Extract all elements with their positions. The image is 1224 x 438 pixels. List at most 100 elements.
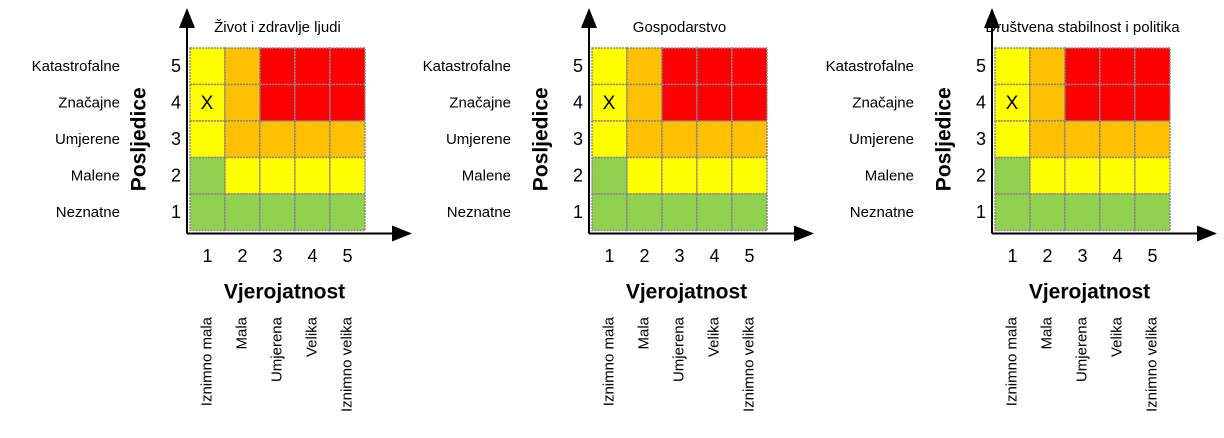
y-axis-label: Posljedice <box>933 87 956 191</box>
probability-label: Iznimno mala <box>198 316 215 406</box>
risk-cell <box>294 47 331 86</box>
risk-cell <box>591 120 628 159</box>
risk-cell <box>329 83 366 122</box>
x-number: 1 <box>202 246 212 266</box>
risk-cell <box>994 193 1031 232</box>
risk-cell <box>1099 83 1136 122</box>
risk-cell <box>661 193 698 232</box>
risk-cell <box>1134 120 1171 159</box>
risk-cell <box>661 47 698 86</box>
x-number: 5 <box>342 246 352 266</box>
risk-cell <box>224 156 261 195</box>
risk-cell <box>731 156 768 195</box>
consequence-label: Umjerene <box>446 131 511 148</box>
y-number: 4 <box>976 93 986 113</box>
risk-cell <box>1064 193 1101 232</box>
probability-label: Velika <box>1108 316 1125 357</box>
x-number: 4 <box>1112 246 1122 266</box>
x-number: 3 <box>1077 246 1087 266</box>
risk-cell <box>591 156 628 195</box>
x-number: 5 <box>744 246 754 266</box>
consequence-label: Neznatne <box>850 204 914 221</box>
probability-label: Iznimno velika <box>1143 316 1160 412</box>
y-number: 2 <box>573 166 583 186</box>
y-number: 2 <box>171 166 181 186</box>
risk-cell <box>1029 47 1066 86</box>
probability-label: Iznimno velika <box>740 316 757 412</box>
risk-cell <box>1099 47 1136 86</box>
risk-cell <box>259 47 296 86</box>
risk-cell <box>696 156 733 195</box>
risk-cell <box>259 83 296 122</box>
risk-cell <box>1099 120 1136 159</box>
consequence-label: Neznatne <box>447 204 511 221</box>
risk-cell <box>731 193 768 232</box>
probability-label: Velika <box>303 316 320 357</box>
x-axis-label: Vjerojatnost <box>1029 281 1150 304</box>
x-number: 3 <box>674 246 684 266</box>
x-number: 2 <box>1042 246 1052 266</box>
probability-label: Iznimno mala <box>1003 316 1020 406</box>
risk-cell <box>591 83 628 122</box>
risk-cell <box>1029 193 1066 232</box>
panel-title: Društvena stabilnost i politika <box>985 19 1180 36</box>
panel-title: Gospodarstvo <box>633 19 726 36</box>
risk-cell <box>329 47 366 86</box>
risk-cell <box>329 156 366 195</box>
risk-cell <box>259 193 296 232</box>
risk-cell <box>329 120 366 159</box>
risk-cell <box>731 47 768 86</box>
consequence-label: Malene <box>865 168 914 185</box>
consequence-label: Značajne <box>852 95 914 112</box>
risk-cell <box>1064 120 1101 159</box>
risk-cell <box>189 47 226 86</box>
risk-cell <box>591 47 628 86</box>
risk-cell <box>696 120 733 159</box>
risk-cell <box>1029 83 1066 122</box>
y-number: 5 <box>573 56 583 76</box>
consequence-label: Katastrofalne <box>32 58 120 75</box>
x-axis-label: Vjerojatnost <box>626 281 747 304</box>
y-axis-label: Posljedice <box>530 87 553 191</box>
y-number: 1 <box>976 202 986 222</box>
risk-cell <box>224 83 261 122</box>
panel: Društvena stabilnost i politikaX5Katastr… <box>826 8 1217 412</box>
risk-cell <box>1064 83 1101 122</box>
risk-cell <box>294 193 331 232</box>
y-number: 3 <box>573 129 583 149</box>
risk-cell <box>994 120 1031 159</box>
probability-label: Iznimno mala <box>600 316 617 406</box>
risk-cell <box>1134 193 1171 232</box>
consequence-label: Umjerene <box>849 131 914 148</box>
risk-cell <box>661 156 698 195</box>
panel: GospodarstvoX5Katastrofalne4Značajne3Umj… <box>423 8 814 412</box>
probability-label: Umjerena <box>268 316 285 382</box>
risk-cell <box>626 47 663 86</box>
probability-label: Mala <box>1038 316 1055 349</box>
risk-cell <box>294 83 331 122</box>
probability-label: Iznimno velika <box>338 316 355 412</box>
risk-cell <box>1099 193 1136 232</box>
risk-cell <box>1134 83 1171 122</box>
x-number: 2 <box>639 246 649 266</box>
consequence-label: Katastrofalne <box>826 58 914 75</box>
risk-cell <box>1099 156 1136 195</box>
y-number: 5 <box>171 56 181 76</box>
risk-cell <box>224 47 261 86</box>
consequence-label: Malene <box>71 168 120 185</box>
x-number: 5 <box>1147 246 1157 266</box>
risk-cell <box>994 156 1031 195</box>
y-number: 3 <box>171 129 181 149</box>
risk-cell <box>994 47 1031 86</box>
consequence-label: Neznatne <box>56 204 120 221</box>
risk-cell <box>661 83 698 122</box>
probability-label: Mala <box>233 316 250 349</box>
risk-cell <box>224 193 261 232</box>
risk-cell <box>731 120 768 159</box>
risk-cell <box>189 83 226 122</box>
risk-cell <box>626 120 663 159</box>
x-number: 2 <box>237 246 247 266</box>
risk-cell <box>189 193 226 232</box>
y-number: 4 <box>573 93 583 113</box>
